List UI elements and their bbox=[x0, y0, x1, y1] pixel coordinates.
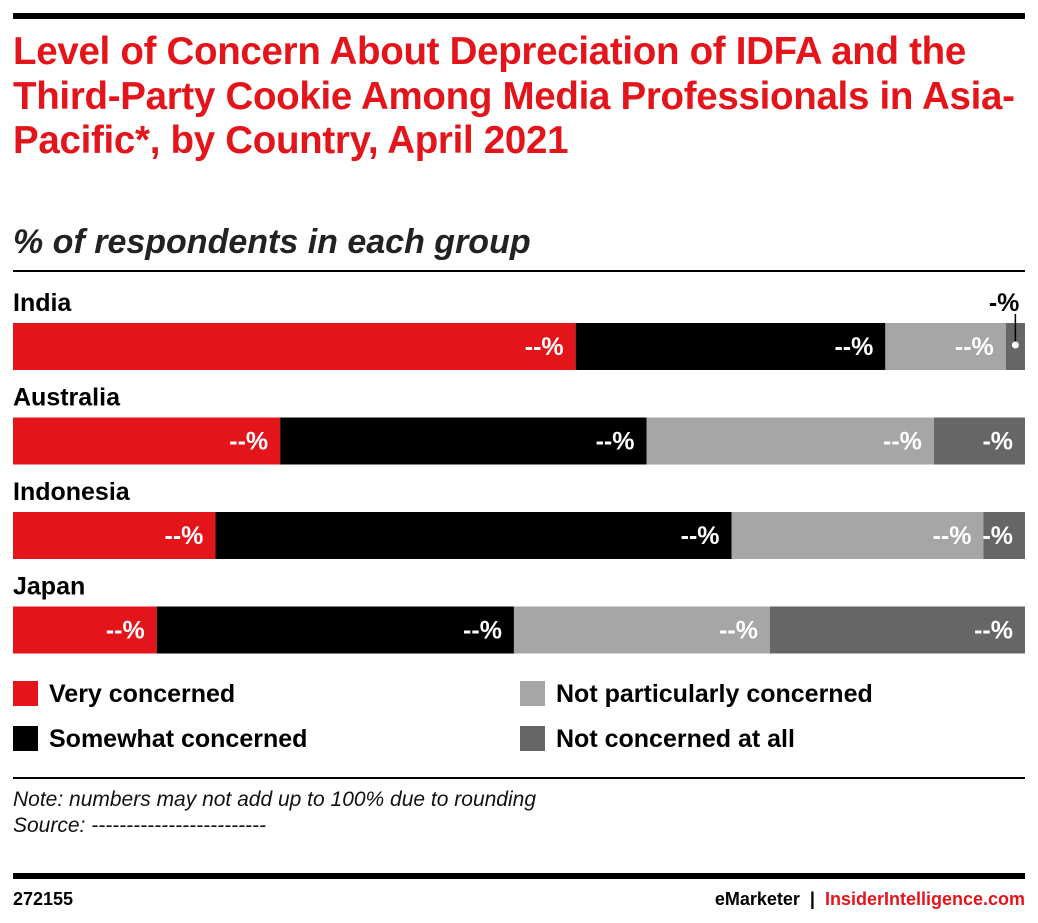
category-label-australia: Australia bbox=[13, 384, 121, 412]
bar-segment-india-2 bbox=[885, 323, 1006, 370]
data-label-india-3: -% bbox=[989, 289, 1020, 317]
bar-segment-indonesia-2 bbox=[731, 512, 984, 559]
legend-swatch bbox=[13, 681, 38, 706]
bar-segment-australia-2 bbox=[646, 417, 934, 465]
data-label-india-0: --% bbox=[525, 333, 564, 361]
brand-separator: | bbox=[809, 889, 815, 909]
bar-segment-india-1 bbox=[575, 323, 886, 370]
data-label-australia-0: --% bbox=[229, 428, 268, 456]
legend-swatch bbox=[520, 681, 545, 706]
data-label-japan-3: --% bbox=[974, 617, 1013, 645]
footer-rule bbox=[13, 873, 1025, 879]
bar-segment-india-0 bbox=[13, 323, 576, 370]
legend-label: Very concerned bbox=[49, 680, 236, 708]
chart-id: 272155 bbox=[13, 889, 74, 909]
data-label-japan-0: --% bbox=[106, 617, 145, 645]
bar-segment-japan-0 bbox=[13, 606, 157, 654]
source-text: Source: ------------------------- bbox=[13, 814, 267, 837]
subtitle-rule bbox=[13, 270, 1025, 272]
legend-swatch bbox=[520, 726, 545, 751]
data-label-indonesia-3: -% bbox=[982, 522, 1013, 550]
category-label-indonesia: Indonesia bbox=[13, 478, 131, 506]
bar-segment-indonesia-3 bbox=[983, 512, 1025, 559]
category-label-japan: Japan bbox=[13, 573, 85, 601]
data-label-indonesia-2: --% bbox=[933, 522, 972, 550]
data-label-dot-india bbox=[1011, 341, 1019, 349]
data-label-australia-2: --% bbox=[883, 428, 922, 456]
legend-label: Not particularly concerned bbox=[556, 680, 873, 708]
legend: Very concerned Not particularly concerne… bbox=[13, 679, 1025, 759]
bar-segment-japan-3 bbox=[769, 606, 1025, 654]
note-text: Note: numbers may not add up to 100% due… bbox=[13, 788, 537, 811]
footer-brand: eMarketer | InsiderIntelligence.com bbox=[715, 889, 1025, 910]
data-label-india-1: --% bbox=[834, 333, 873, 361]
bar-segment-australia-0 bbox=[13, 417, 281, 465]
legend-label: Somewhat concerned bbox=[49, 725, 308, 753]
data-label-indonesia-1: --% bbox=[681, 522, 720, 550]
brand-emarketer: eMarketer bbox=[714, 889, 800, 909]
category-label-india: India bbox=[13, 289, 72, 317]
bar-segment-japan-1 bbox=[156, 606, 514, 654]
brand-insider-intelligence: InsiderIntelligence.com bbox=[824, 889, 1025, 909]
data-label-india-2: --% bbox=[955, 333, 994, 361]
bar-segment-australia-1 bbox=[280, 417, 647, 465]
chart-subtitle: % of respondents in each group bbox=[13, 223, 531, 261]
bar-segment-indonesia-1 bbox=[215, 512, 732, 559]
top-rule bbox=[13, 13, 1025, 19]
data-label-japan-2: --% bbox=[719, 617, 758, 645]
chart-title: Level of Concern About Depreciation of I… bbox=[13, 30, 1015, 162]
data-label-japan-1: --% bbox=[463, 617, 502, 645]
data-label-australia-3: -% bbox=[982, 428, 1013, 456]
notes: Note: numbers may not add up to 100% due… bbox=[13, 787, 536, 839]
data-label-australia-1: --% bbox=[596, 428, 635, 456]
bar-segment-indonesia-0 bbox=[13, 512, 216, 559]
data-label-indonesia-0: --% bbox=[165, 522, 204, 550]
stacked-bar-chart: India --% --% --% -% Australia --% --% --% -% Indo… bbox=[13, 289, 1025, 654]
bar-segment-australia-3 bbox=[933, 417, 1025, 465]
bar-segment-japan-2 bbox=[513, 606, 770, 654]
notes-rule bbox=[13, 777, 1025, 779]
legend-swatch bbox=[13, 726, 38, 751]
legend-label: Not concerned at all bbox=[556, 725, 795, 753]
